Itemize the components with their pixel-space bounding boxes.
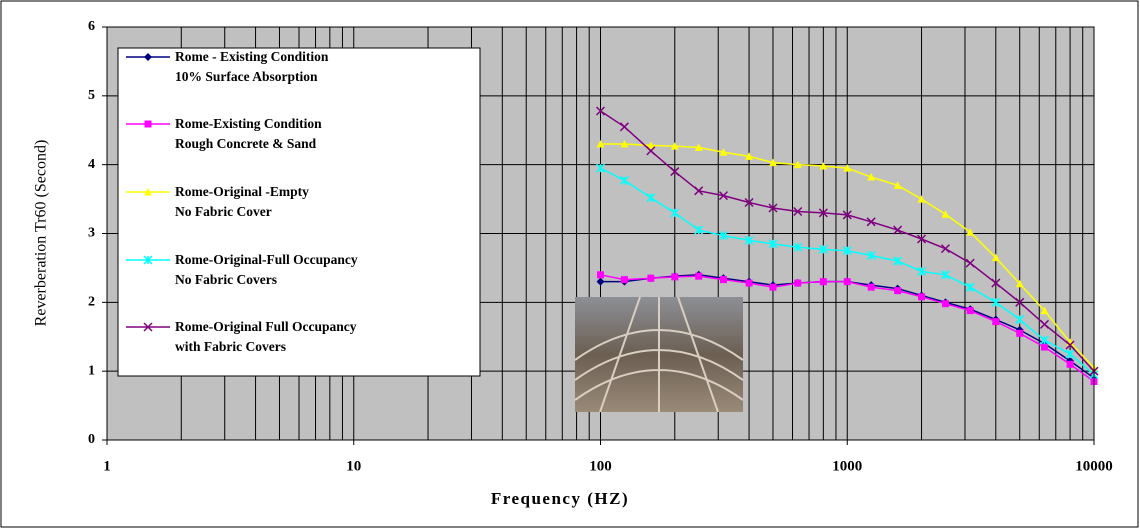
legend-label: Rome-Existing Condition Rough Concrete &… xyxy=(175,114,475,154)
x-tick-label: 1000 xyxy=(832,458,862,474)
marker xyxy=(844,278,851,285)
legend-label: Rome-Original-Full Occupancy No Fabric C… xyxy=(175,250,475,290)
x-tick-label: 100 xyxy=(589,458,612,474)
y-tick-label: 2 xyxy=(88,295,95,310)
x-tick-label: 10 xyxy=(346,458,361,474)
marker xyxy=(942,300,949,307)
y-tick-label: 1 xyxy=(88,363,95,378)
marker xyxy=(671,273,678,280)
marker xyxy=(647,275,654,282)
y-tick-label: 0 xyxy=(88,432,95,447)
marker xyxy=(1067,361,1074,368)
marker xyxy=(794,280,801,287)
chart: Frequency (HZ) Reverberation Tr60 (Secon… xyxy=(0,0,1140,529)
marker xyxy=(918,293,925,300)
marker xyxy=(868,284,875,291)
legend-label: Rome-Original -Empty No Fabric Cover xyxy=(175,182,475,222)
marker xyxy=(1041,344,1048,351)
y-tick-label: 3 xyxy=(88,226,95,241)
photo-inset xyxy=(575,297,743,412)
legend-label: Rome-Original Full Occupancy with Fabric… xyxy=(175,317,475,357)
x-axis-title: Frequency (HZ) xyxy=(491,489,629,508)
y-tick-label: 5 xyxy=(88,88,95,103)
y-axis-title: Reverberation Tr60 (Second) xyxy=(33,140,50,327)
marker xyxy=(894,287,901,294)
x-tick-label: 1 xyxy=(103,458,111,474)
y-tick-label: 6 xyxy=(88,19,95,34)
marker xyxy=(720,276,727,283)
marker xyxy=(597,271,604,278)
marker xyxy=(967,307,974,314)
marker xyxy=(769,284,776,291)
marker xyxy=(992,318,999,325)
page: Frequency (HZ) Reverberation Tr60 (Secon… xyxy=(0,0,1140,529)
marker xyxy=(621,276,628,283)
marker xyxy=(820,278,827,285)
legend-label: Rome - Existing Condition 10% Surface Ab… xyxy=(175,47,475,87)
marker xyxy=(695,273,702,280)
x-tick-label: 10000 xyxy=(1075,458,1113,474)
marker xyxy=(746,280,753,287)
marker xyxy=(1016,330,1023,337)
y-tick-label: 4 xyxy=(88,157,95,172)
marker xyxy=(145,121,152,128)
